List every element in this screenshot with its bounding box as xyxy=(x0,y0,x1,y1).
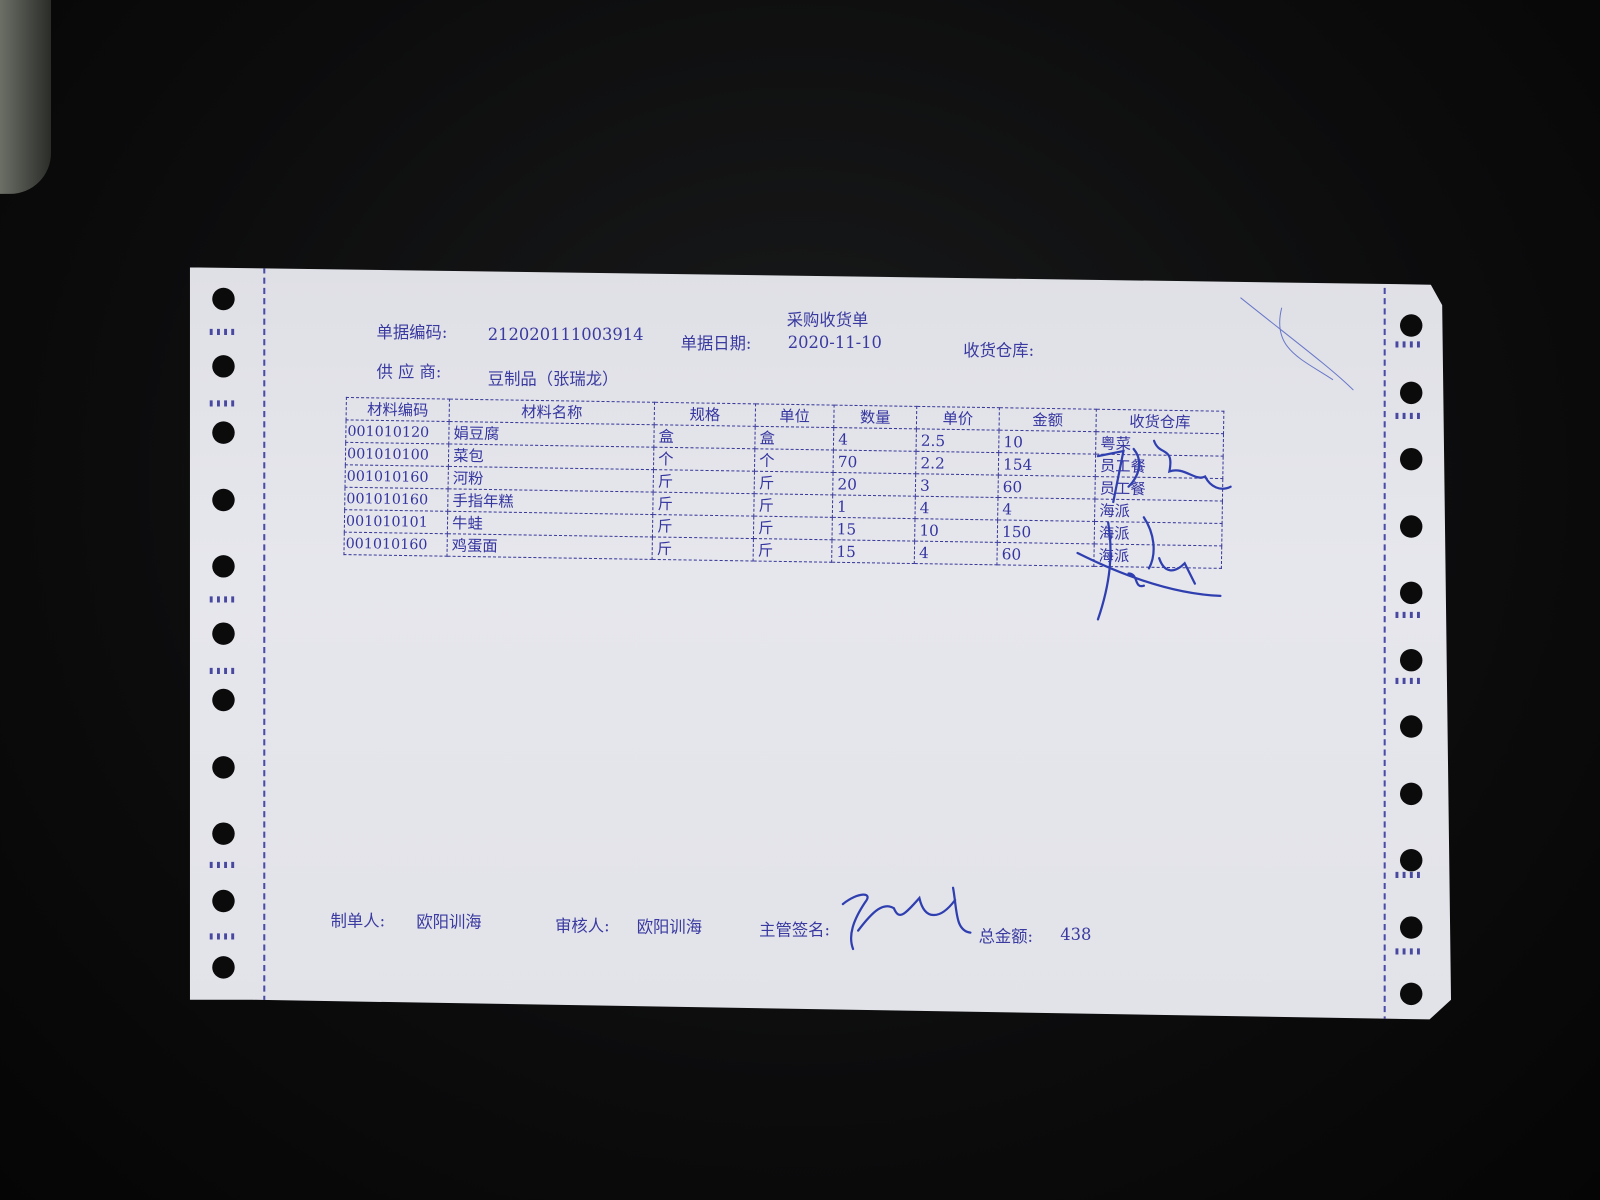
edge-marking: ▮▮▮▮ xyxy=(208,593,237,606)
sprocket-hole xyxy=(212,287,235,311)
edge-marking: ▮▮▮▮ xyxy=(1393,675,1423,687)
supplier-label: 供 应 商: xyxy=(376,362,442,382)
perforation-left xyxy=(263,267,266,1020)
edge-marking: ▮▮▮▮ xyxy=(208,326,237,338)
sprocket-hole xyxy=(1399,982,1423,1006)
receipt-paper: ▮▮▮▮ ▮▮▮▮ ▮▮▮▮ ▮▮▮▮ ▮▮▮▮ ▮▮▮▮ ▮▮▮▮ ▮▮▮▮ ▮▮▮▮ ▮▮▮▮… xyxy=(189,267,1452,1020)
sprocket-hole xyxy=(1399,648,1423,671)
sprocket-hole xyxy=(212,421,235,444)
edge-marking: ▮▮▮▮ xyxy=(208,930,237,942)
perforation-right xyxy=(1383,267,1386,1020)
margin-signature-1 xyxy=(1096,439,1232,504)
maker-label: 制单人: xyxy=(330,911,386,931)
maker: 欧阳训海 xyxy=(416,912,482,932)
edge-marking: ▮▮▮▮ xyxy=(1393,410,1423,422)
sprocket-hole xyxy=(212,755,235,779)
supervisor-label: 主管签名: xyxy=(759,920,830,940)
sprocket-hole xyxy=(212,555,235,578)
sprocket-hole xyxy=(1399,381,1423,404)
edge-marking: ▮▮▮▮ xyxy=(208,397,237,410)
sprocket-hole xyxy=(1399,715,1423,738)
background-object xyxy=(0,0,52,194)
sprocket-hole xyxy=(1399,514,1423,538)
reviewer-label: 审核人: xyxy=(555,916,610,936)
warehouse-label: 收货仓库: xyxy=(963,340,1035,361)
sprocket-hole xyxy=(212,822,235,845)
sprocket-hole xyxy=(1399,581,1423,605)
sprocket-hole xyxy=(212,688,235,712)
handwritten-signatures xyxy=(841,297,1354,951)
doc-no: 212020111003914 xyxy=(487,324,644,344)
supplier: 豆制品（张瑞龙） xyxy=(487,369,619,389)
sprocket-hole xyxy=(212,621,235,645)
doc-no-label: 单据编码: xyxy=(376,322,448,342)
date: 2020-11-10 xyxy=(787,332,882,353)
edge-marking: ▮▮▮▮ xyxy=(208,859,237,871)
pen-stroke-corner xyxy=(1240,297,1354,391)
sprocket-hole xyxy=(212,488,235,511)
total-label: 总金额: xyxy=(978,926,1034,946)
sprocket-hole xyxy=(1399,915,1423,939)
sprocket-hole xyxy=(1399,447,1423,471)
supervisor-signature xyxy=(841,886,972,951)
sprocket-hole xyxy=(212,956,235,979)
edge-marking: ▮▮▮▮ xyxy=(1393,945,1423,958)
reviewer: 欧阳训海 xyxy=(636,917,703,937)
document-title: 采购收货单 xyxy=(786,310,869,330)
sprocket-hole xyxy=(212,889,235,912)
sprocket-hole xyxy=(1399,782,1423,805)
sprocket-hole xyxy=(1399,848,1423,872)
total-amount: 438 xyxy=(1060,924,1092,944)
date-label: 单据日期: xyxy=(680,333,752,354)
margin-signature-2 xyxy=(1076,516,1222,621)
sprocket-hole xyxy=(1399,314,1423,337)
sprocket-hole xyxy=(212,354,235,378)
edge-marking: ▮▮▮▮ xyxy=(208,665,237,677)
edge-marking: ▮▮▮▮ xyxy=(1393,869,1423,881)
edge-marking: ▮▮▮▮ xyxy=(1393,609,1423,621)
edge-marking: ▮▮▮▮ xyxy=(1393,338,1423,350)
